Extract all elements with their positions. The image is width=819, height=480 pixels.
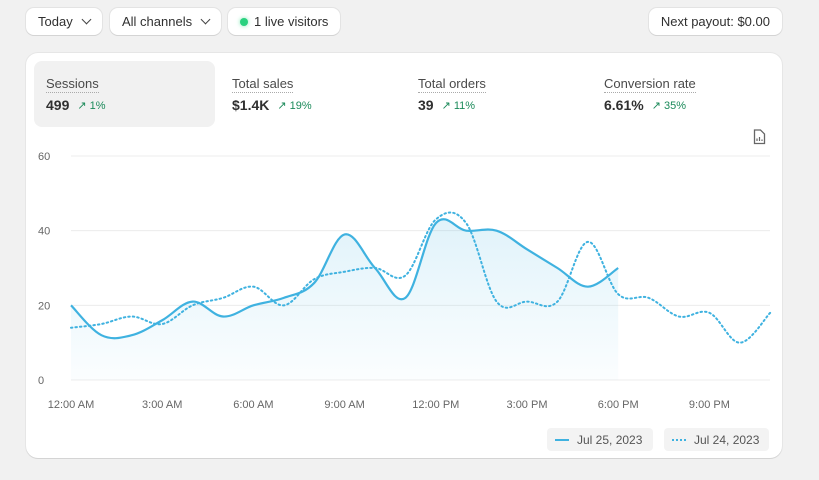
y-tick-label: 20 [38, 300, 50, 312]
metric-sessions[interactable]: Sessions 499 ↗ 1% [34, 61, 215, 127]
metric-total-sales[interactable]: Total sales $1.4K ↗ 19% [220, 61, 401, 127]
x-tick-label: 3:00 AM [142, 399, 182, 411]
metric-label: Sessions [46, 76, 99, 93]
arrow-up-right-icon: ↗ [651, 99, 661, 112]
channel-filter-button[interactable]: All channels [110, 8, 222, 35]
green-dot-icon [240, 17, 248, 26]
x-tick-label: 12:00 AM [48, 399, 94, 411]
x-tick-label: 6:00 PM [598, 399, 639, 411]
metric-delta: ↗ 1% [77, 99, 106, 112]
series-area-jul-25 [71, 219, 619, 380]
x-tick-label: 3:00 PM [507, 399, 548, 411]
metric-total-orders[interactable]: Total orders 39 ↗ 11% [406, 61, 587, 127]
metric-delta: ↗ 11% [441, 99, 476, 112]
metric-value: $1.4K [232, 97, 270, 113]
metric-value: 499 [46, 97, 70, 113]
metric-value: 39 [418, 97, 434, 113]
x-tick-label: 12:00 PM [412, 399, 459, 411]
channel-filter-label: All channels [122, 14, 193, 29]
metric-value: 6.61% [604, 97, 644, 113]
legend-item-jul-25[interactable]: Jul 25, 2023 [547, 428, 653, 451]
arrow-up-right-icon: ↗ [277, 99, 287, 112]
sessions-chart-card: Sessions 499 ↗ 1% Total sales $1.4K ↗ 19% … [26, 53, 782, 458]
legend-item-jul-24[interactable]: Jul 24, 2023 [664, 428, 769, 451]
legend-label: Jul 25, 2023 [577, 432, 643, 447]
x-tick-label: 9:00 AM [324, 399, 364, 411]
y-tick-label: 60 [38, 151, 50, 163]
report-file-icon[interactable] [753, 129, 766, 145]
arrow-up-right-icon: ↗ [441, 99, 451, 112]
y-tick-label: 0 [38, 375, 44, 387]
x-tick-label: 9:00 PM [689, 399, 730, 411]
metric-label: Total sales [232, 76, 294, 93]
solid-line-icon [555, 438, 569, 441]
dotted-line-icon [672, 438, 686, 441]
next-payout-button[interactable]: Next payout: $0.00 [648, 8, 782, 35]
series-line-jul-25 [70, 218, 619, 340]
live-visitors-label: 1 live visitors [254, 14, 329, 29]
x-tick-label: 6:00 AM [233, 399, 273, 411]
metric-label: Total orders [418, 76, 486, 93]
y-tick-label: 40 [38, 226, 50, 238]
metric-conversion-rate[interactable]: Conversion rate 6.61% ↗ 35% [592, 61, 773, 127]
metric-delta: ↗ 35% [651, 99, 687, 112]
metric-label: Conversion rate [604, 76, 696, 93]
arrow-up-right-icon: ↗ [77, 99, 87, 112]
next-payout-label: Next payout: $0.00 [660, 14, 770, 29]
legend-label: Jul 24, 2023 [694, 432, 760, 447]
metric-delta: ↗ 19% [277, 99, 312, 112]
series-line-jul-24 [70, 211, 772, 344]
date-filter-button[interactable]: Today [26, 8, 102, 35]
live-visitors-button[interactable]: 1 live visitors [228, 8, 341, 35]
date-filter-label: Today [38, 14, 73, 29]
